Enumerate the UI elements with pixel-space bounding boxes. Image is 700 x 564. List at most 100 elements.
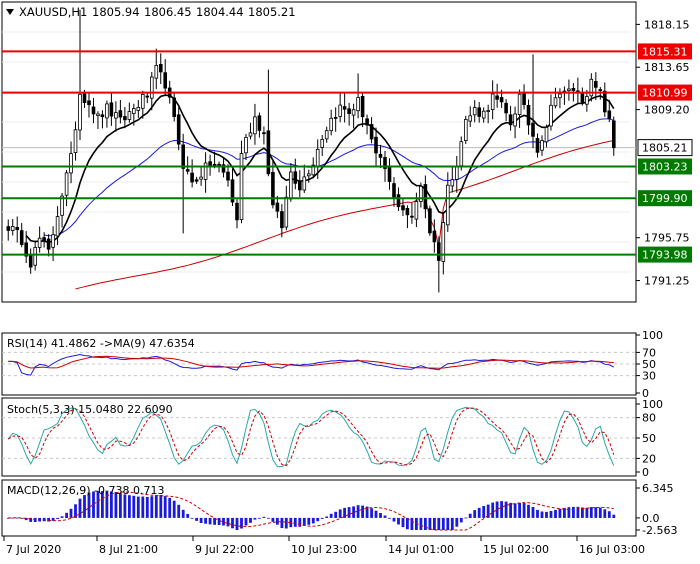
time-tick-label: 8 Jul 21:00 [99,543,158,556]
current-price-badge-text: 1805.21 [642,142,688,155]
macd-bar [204,517,207,524]
ohlc-low: 1804.44 [196,5,244,19]
candle-body [338,104,342,117]
candle-body [145,95,150,98]
macd-bar [540,511,544,518]
candle-body [6,226,11,231]
macd-bar [598,507,602,518]
candle-body [567,88,571,92]
candlestick-series [6,9,616,293]
macd-histogram [6,490,616,530]
indicator-tick-label: 0 [642,387,649,400]
resistance-badge-bg [638,84,692,101]
ma-mid-line [44,118,614,237]
candle-body [82,92,87,104]
macd-bar [392,517,396,522]
candle-body [55,216,60,237]
candle-body [342,106,347,110]
macd-bar [280,517,284,528]
candle-body [535,138,540,153]
macd-bar [249,517,252,523]
macd-bar [379,513,382,518]
candle-body [212,163,217,166]
candle-body [271,171,275,206]
candle-body [594,81,598,88]
candle-body [262,132,266,135]
candle-body [100,114,105,118]
candle-body [284,196,289,228]
macd-bar [545,511,548,518]
macd-bar [87,492,91,518]
ohlc-open: 1805.94 [92,5,140,19]
candle-body [428,208,432,234]
macd-bar [136,496,140,518]
macd-bar [172,500,176,518]
macd-bar [581,507,584,518]
macd-bar [150,496,154,518]
macd-bar [195,517,198,521]
macd-bar [168,497,172,518]
macd-bar [441,517,445,530]
macd-bar [406,517,409,530]
indicator-tick-label: 0.0 [642,512,660,525]
candle-body [472,107,477,116]
macd-bar [482,506,486,518]
candle-body [163,72,168,89]
macd-bar [370,508,373,518]
time-tick-label: 9 Jul 22:00 [195,543,254,556]
candle-body [531,122,535,137]
macd-bar [114,492,118,518]
panel-frames [1,1,637,537]
macd-bar [334,511,338,518]
macd-bar [365,506,369,518]
macd-label: MACD(12,26,9) -0.738 0.713 [7,484,165,497]
candle-body [297,180,302,191]
candle-body [329,117,333,132]
macd-bar [92,491,95,518]
macd-bar [311,517,315,524]
macd-bar [549,511,553,518]
price-axis: 1818.15 1813.65 1809.20 1795.75 1791.25 [636,18,690,288]
candle-body [347,108,351,115]
macd-bar [468,513,472,518]
macd-bar [213,517,216,525]
candle-body [105,103,109,119]
candle-body [432,230,437,243]
macd-bar [563,507,566,518]
candle-body [28,255,33,268]
candle-body [495,95,499,100]
candle-body [598,89,603,91]
macd-bar [536,509,539,518]
candle-body [154,65,159,79]
candle-body [445,184,450,226]
macd-bar [343,507,346,518]
candle-body [571,88,576,91]
macd-bar [433,517,436,530]
macd-bar [235,517,239,530]
candle-body [383,157,387,169]
macd-bar [397,517,400,525]
rsi-grid [2,351,636,377]
candle-body [486,110,490,113]
macd-bar [69,508,73,518]
macd-bar [603,509,607,518]
macd-bar [132,495,136,518]
candle-body [324,130,329,140]
candle-body [42,237,46,242]
candle-body [603,90,607,113]
time-tick-label: 7 Jul 2020 [6,543,61,556]
ma-slow-line [75,140,614,290]
candle-body [15,226,20,230]
collapse-triangle-icon[interactable] [6,9,14,15]
macd-bar [199,517,203,523]
candle-body [387,167,392,182]
indicator-tick-label: 100 [642,329,663,342]
support-badge-bg [638,158,692,175]
macd-bar [388,517,391,519]
macd-bar [531,507,535,518]
macd-bar [78,498,82,518]
candle-body [589,78,594,97]
candle-body [239,153,244,220]
